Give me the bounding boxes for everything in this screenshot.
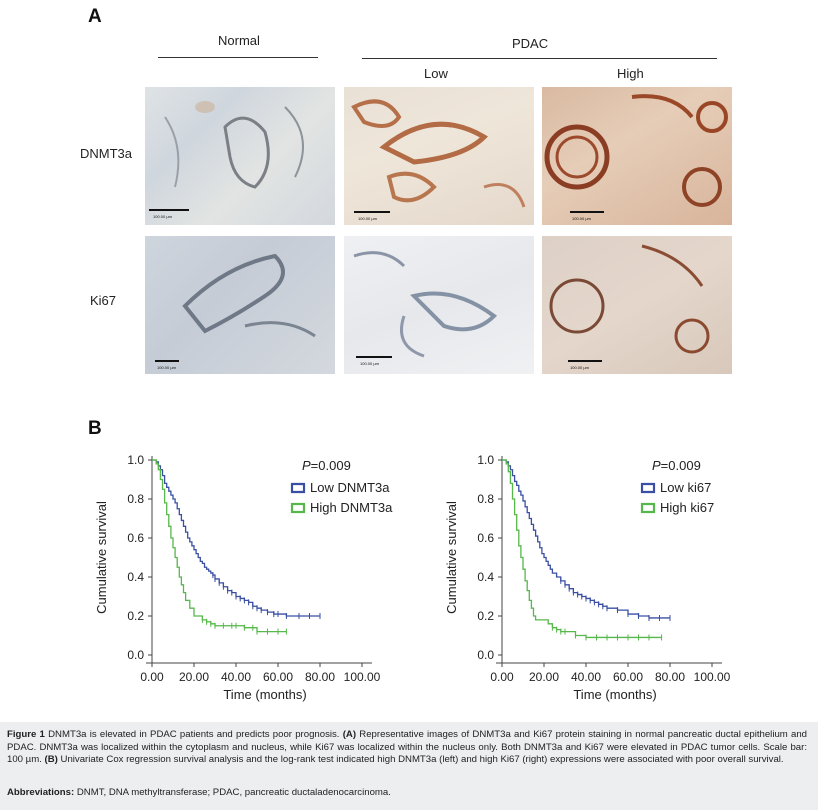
caption-background: [0, 722, 818, 810]
legend-swatch: [640, 502, 656, 514]
legend-swatch: [290, 482, 306, 494]
micrograph-dnmt3a-low: 100.00 µm: [344, 87, 534, 225]
x-tick-label: 40.00: [221, 670, 251, 684]
y-tick-label: 0.4: [127, 570, 144, 584]
caption-a-text: Representative images of DNMT3a and Ki67…: [7, 729, 808, 766]
survival-curve-low: [502, 459, 670, 619]
legend-label: Low ki67: [660, 480, 711, 495]
y-tick-label: 0.8: [127, 492, 144, 506]
y-tick-label: 0.6: [477, 531, 494, 545]
y-tick-label: 0.0: [477, 648, 494, 662]
micrograph-dnmt3a-normal: 100.00 µm: [145, 87, 335, 225]
scale-label: 100.00 µm: [570, 365, 589, 370]
sub-high-label: High: [617, 66, 644, 81]
x-tick-label: 20.00: [529, 670, 559, 684]
legend-swatch: [640, 482, 656, 494]
x-axis-label: Time (months): [573, 687, 656, 702]
panel-a-letter: A: [88, 6, 102, 27]
x-axis-label: Time (months): [223, 687, 306, 702]
group-pdac-rule: [362, 58, 717, 59]
x-tick-label: 60.00: [613, 670, 643, 684]
p-value-annotation: P=0.009: [652, 458, 701, 473]
y-tick-label: 0.6: [127, 531, 144, 545]
x-tick-label: 80.00: [305, 670, 335, 684]
scale-label: 100.00 µm: [358, 216, 377, 221]
survival-curve-high: [502, 459, 662, 639]
y-axis-label: Cumulative survival: [94, 501, 109, 614]
x-tick-label: 100.00: [694, 670, 731, 684]
x-tick-label: 40.00: [571, 670, 601, 684]
group-normal-label: Normal: [218, 33, 260, 48]
legend-label: High ki67: [660, 500, 714, 515]
p-value-annotation: P=0.009: [302, 458, 351, 473]
scale-bar: [354, 211, 390, 213]
group-pdac-label: PDAC: [512, 36, 549, 51]
micrograph-ki67-normal: 100.00 µm: [145, 236, 335, 374]
y-tick-label: 1.0: [127, 453, 144, 467]
row-label-dnmt3a: DNMT3a: [80, 146, 133, 161]
abbreviations-label: Abbreviations:: [7, 787, 75, 798]
y-tick-label: 1.0: [477, 453, 494, 467]
figure-caption: Figure 1 DNMT3a is elevated in PDAC pati…: [7, 729, 807, 767]
y-tick-label: 0.2: [477, 609, 494, 623]
legend-swatch: [290, 502, 306, 514]
survival-chart-ki67: 0.0 0.2 0.4 0.6 0.8 1.0 0.00 20.00 40.00 60.00 80.…: [444, 453, 731, 702]
scale-bar: [568, 360, 602, 362]
abbreviations-text: DNMT, DNA methyltransferase; PDAC, pancr…: [76, 787, 391, 798]
micrograph-dnmt3a-high: 100.00 µm: [542, 87, 732, 225]
legend-label: Low DNMT3a: [310, 480, 390, 495]
caption-lead: Figure 1: [7, 729, 45, 740]
panel-b-letter: B: [88, 418, 102, 439]
x-tick-label: 0.00: [490, 670, 514, 684]
caption-b-tag: (B): [44, 754, 58, 766]
legend-label: High DNMT3a: [310, 500, 393, 515]
scale-bar: [155, 360, 179, 362]
scale-bar: [570, 211, 604, 213]
micrograph-ki67-low: 100.00 µm: [344, 236, 534, 374]
survival-chart-dnmt3a: 0.0 0.2 0.4 0.6 0.8 1.0 0.00 20.00 40.00 60.00 80.…: [94, 453, 393, 702]
caption-a-tag: (A): [342, 729, 357, 740]
y-tick-label: 0.8: [477, 492, 494, 506]
scale-label: 100.00 µm: [153, 214, 172, 219]
x-tick-label: 0.00: [140, 670, 164, 684]
scale-label: 100.00 µm: [360, 361, 379, 366]
x-tick-label: 80.00: [655, 670, 685, 684]
abbreviations: Abbreviations: DNMT, DNA methyltransfera…: [7, 787, 807, 799]
y-tick-label: 0.0: [127, 648, 144, 662]
row-label-ki67: Ki67: [90, 293, 117, 308]
survival-curve-high: [152, 459, 287, 633]
x-tick-label: 100.00: [344, 670, 381, 684]
sub-low-label: Low: [424, 66, 448, 81]
scale-bar: [149, 209, 189, 211]
caption-b-text: Univariate Cox regression survival analy…: [60, 754, 784, 766]
survival-curve-low: [152, 459, 320, 617]
scale-bar: [356, 356, 392, 358]
caption-title: DNMT3a is elevated in PDAC patients and …: [48, 729, 340, 740]
group-normal-rule: [158, 57, 318, 58]
y-axis-label: Cumulative survival: [444, 501, 459, 614]
y-tick-label: 0.2: [127, 609, 144, 623]
x-tick-label: 20.00: [179, 670, 209, 684]
scale-label: 100.00 µm: [572, 216, 591, 221]
x-tick-label: 60.00: [263, 670, 293, 684]
scale-label: 100.00 µm: [157, 365, 176, 370]
y-tick-label: 0.4: [477, 570, 494, 584]
micrograph-ki67-high: 100.00 µm: [542, 236, 732, 374]
